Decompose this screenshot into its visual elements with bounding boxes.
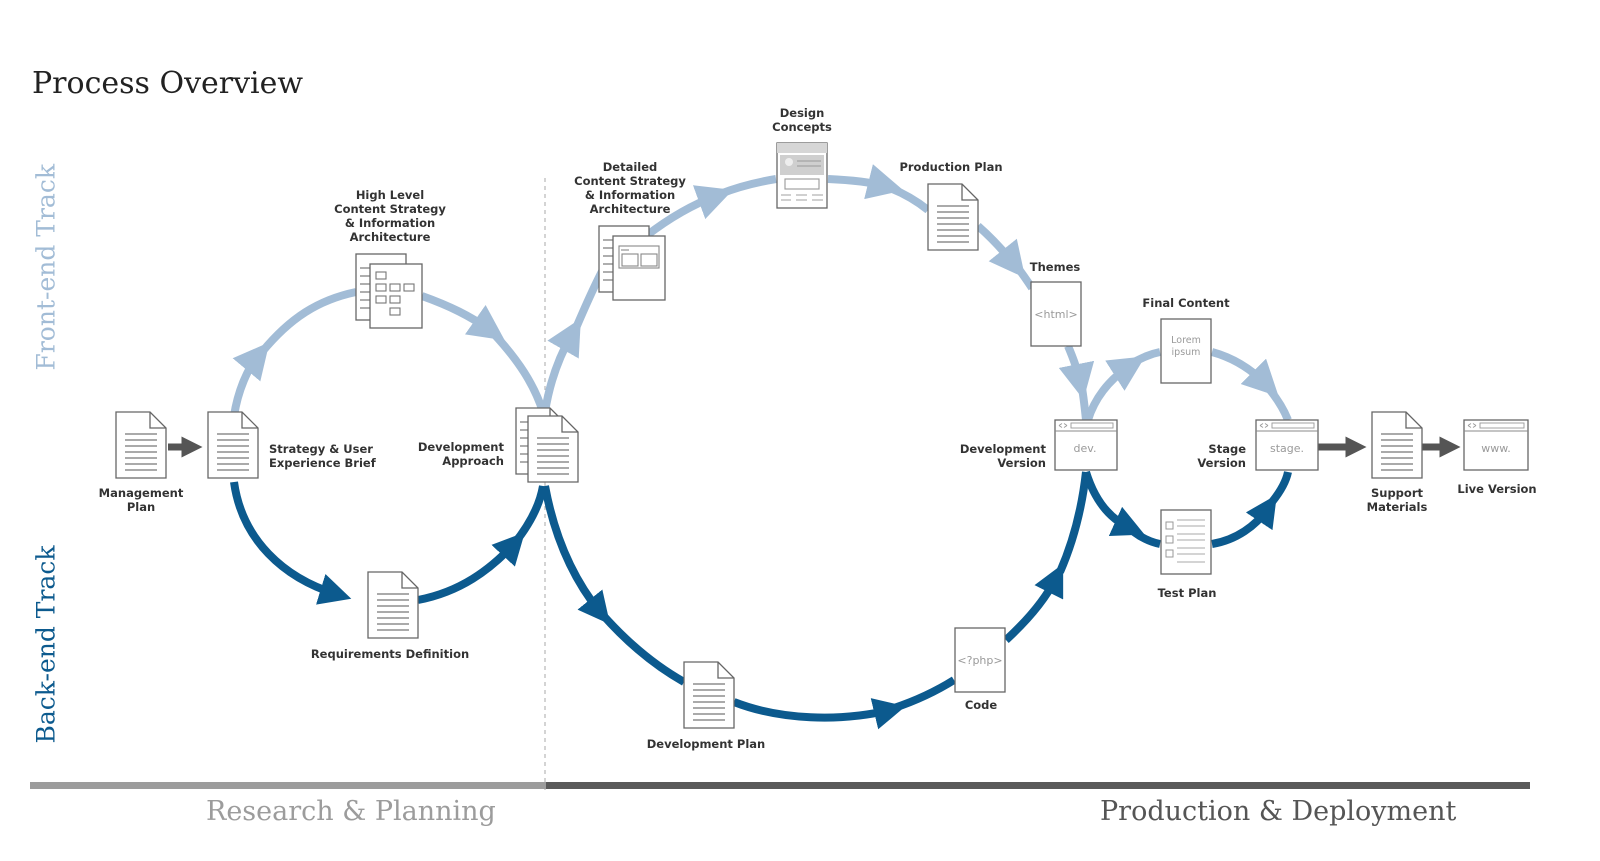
final-content-label: Final Content bbox=[1142, 296, 1230, 310]
management-plan-label: Management Plan bbox=[98, 486, 184, 514]
themes-label: Themes bbox=[1029, 260, 1081, 274]
arc-back-7 bbox=[892, 676, 957, 712]
research-phase-bar bbox=[30, 782, 546, 789]
development-plan-label: Development Plan bbox=[646, 737, 766, 751]
requirements-definition-icon bbox=[367, 571, 419, 639]
production-plan-label: Production Plan bbox=[899, 160, 1003, 174]
www-doc-text: www. bbox=[1481, 442, 1510, 455]
arc-front-10 bbox=[888, 184, 931, 214]
strategy-brief-label: Strategy & User Experience Brief bbox=[269, 442, 376, 470]
stage-doc-text: stage. bbox=[1270, 442, 1304, 455]
arc-back-4 bbox=[541, 485, 611, 625]
arc-front-3 bbox=[420, 292, 505, 341]
arc-back-9 bbox=[1056, 471, 1090, 574]
ipsum-doc-text: ipsum bbox=[1172, 347, 1201, 358]
arc-back-6 bbox=[732, 698, 906, 730]
arc-front-2 bbox=[258, 288, 357, 355]
arc-front-18 bbox=[1266, 387, 1292, 422]
live-version-icon: www. bbox=[1463, 419, 1529, 471]
arc-back-8 bbox=[1003, 563, 1064, 643]
arc-back-2 bbox=[417, 532, 525, 604]
high-level-content-label: High Level Content Strategy & Informatio… bbox=[334, 188, 446, 244]
lorem-doc-text: Lorem bbox=[1171, 335, 1201, 346]
arc-back-13 bbox=[1268, 471, 1292, 505]
arc-back-1 bbox=[230, 481, 352, 605]
arc-front-16 bbox=[1132, 348, 1161, 366]
arc-front-4 bbox=[491, 331, 547, 414]
test-plan-icon bbox=[1160, 509, 1212, 575]
stage-version-icon: stage. bbox=[1255, 419, 1319, 471]
production-plan-icon bbox=[927, 183, 979, 251]
requirements-definition-label: Requirements Definition bbox=[310, 647, 470, 661]
arc-front-5 bbox=[541, 318, 581, 413]
arc-front-11 bbox=[975, 222, 1026, 279]
development-plan-icon bbox=[683, 661, 735, 729]
support-materials-label: Support Materials bbox=[1366, 486, 1428, 514]
themes-doc-text: <html> bbox=[1034, 308, 1078, 321]
arc-back-5 bbox=[599, 611, 686, 686]
development-approach-icon bbox=[515, 407, 579, 483]
page-title: Process Overview bbox=[32, 66, 304, 101]
management-plan-icon bbox=[115, 411, 167, 479]
arc-front-7 bbox=[643, 185, 733, 240]
code-icon: <?php> bbox=[954, 627, 1006, 693]
arc-front-8 bbox=[718, 175, 777, 198]
arc-front-15 bbox=[1084, 356, 1146, 422]
arc-back-10 bbox=[1082, 470, 1145, 536]
production-deployment-label: Production & Deployment bbox=[1100, 796, 1457, 827]
live-version-label: Live Version bbox=[1457, 482, 1537, 496]
high-level-content-icon bbox=[355, 253, 423, 329]
code-doc-text: <?php> bbox=[957, 654, 1002, 667]
arc-front-9 bbox=[827, 164, 904, 200]
arc-back-11 bbox=[1131, 528, 1161, 548]
strategy-brief-icon bbox=[207, 411, 259, 479]
dev-doc-text: dev. bbox=[1074, 442, 1097, 455]
design-concepts-label: Design Concepts bbox=[772, 106, 832, 134]
code-label: Code bbox=[964, 698, 998, 712]
production-phase-bar bbox=[546, 782, 1530, 789]
themes-icon: <html> bbox=[1030, 281, 1082, 347]
arc-back-3 bbox=[510, 485, 547, 547]
design-concepts-icon bbox=[776, 142, 828, 209]
stage-version-label: Stage Version bbox=[1197, 442, 1246, 470]
development-version-icon: dev. bbox=[1054, 419, 1118, 471]
detailed-content-label: Detailed Content Strategy & Information … bbox=[574, 160, 686, 216]
development-version-label: Development Version bbox=[959, 442, 1046, 470]
final-content-icon: Lorem ipsum bbox=[1160, 318, 1212, 384]
detailed-content-icon bbox=[598, 225, 666, 301]
development-approach-label: Development Approach bbox=[417, 440, 504, 468]
arc-front-1 bbox=[230, 342, 270, 417]
arc-back-12 bbox=[1211, 494, 1277, 548]
research-planning-label: Research & Planning bbox=[206, 796, 496, 827]
test-plan-label: Test Plan bbox=[1157, 586, 1217, 600]
arc-front-13 bbox=[1058, 344, 1095, 400]
arc-front-17 bbox=[1210, 348, 1279, 397]
support-materials-icon bbox=[1371, 411, 1423, 479]
